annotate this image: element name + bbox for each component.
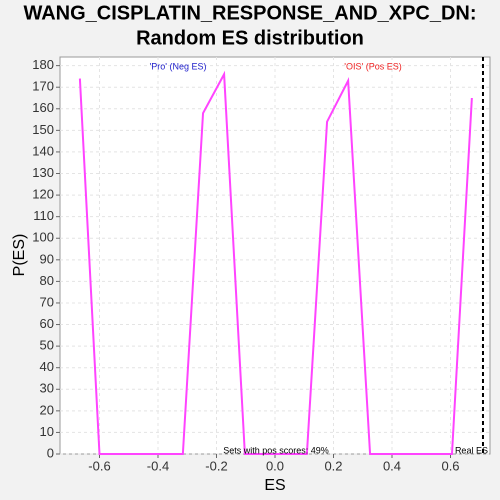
y-tick-label: 30 — [40, 381, 54, 396]
x-tick-label: -0.6 — [88, 458, 110, 473]
x-tick-label: 0.0 — [266, 458, 284, 473]
y-tick-label: 0 — [47, 445, 54, 460]
x-tick-label: 0.6 — [441, 458, 459, 473]
y-tick-label: 160 — [32, 100, 54, 115]
y-tick-label: 150 — [32, 122, 54, 137]
x-axis-label: ES — [264, 477, 285, 494]
y-tick-label: 140 — [32, 143, 54, 158]
pos-label: 'OIS' (Pos ES) — [344, 61, 401, 71]
y-axis-label: P(ES) — [11, 234, 28, 277]
y-tick-label: 50 — [40, 338, 54, 353]
y-tick-label: 100 — [32, 230, 54, 245]
y-tick-label: 180 — [32, 57, 54, 72]
y-tick-label: 170 — [32, 79, 54, 94]
y-tick-label: 80 — [40, 273, 54, 288]
y-tick-label: 10 — [40, 424, 54, 439]
y-tick-label: 20 — [40, 402, 54, 417]
y-tick-label: 60 — [40, 316, 54, 331]
chart-title: Random ES distribution — [136, 27, 364, 49]
x-tick-label: 0.4 — [383, 458, 401, 473]
x-tick-label: 0.2 — [324, 458, 342, 473]
y-tick-label: 90 — [40, 251, 54, 266]
y-tick-label: 70 — [40, 294, 54, 309]
x-tick-label: -0.4 — [147, 458, 169, 473]
neg-label: 'Pro' (Neg ES) — [150, 61, 207, 71]
annotation: Sets with pos scores: 49% — [223, 445, 329, 455]
y-tick-label: 40 — [40, 359, 54, 374]
chart-title: WANG_CISPLATIN_RESPONSE_AND_XPC_DN: — [23, 2, 476, 24]
y-tick-label: 120 — [32, 187, 54, 202]
es-line — [78, 70, 473, 455]
y-tick-label: 110 — [33, 208, 54, 223]
y-tick-label: 130 — [32, 165, 54, 180]
x-tick-label: -0.2 — [205, 458, 227, 473]
real-es-label: Real ES — [455, 445, 488, 455]
